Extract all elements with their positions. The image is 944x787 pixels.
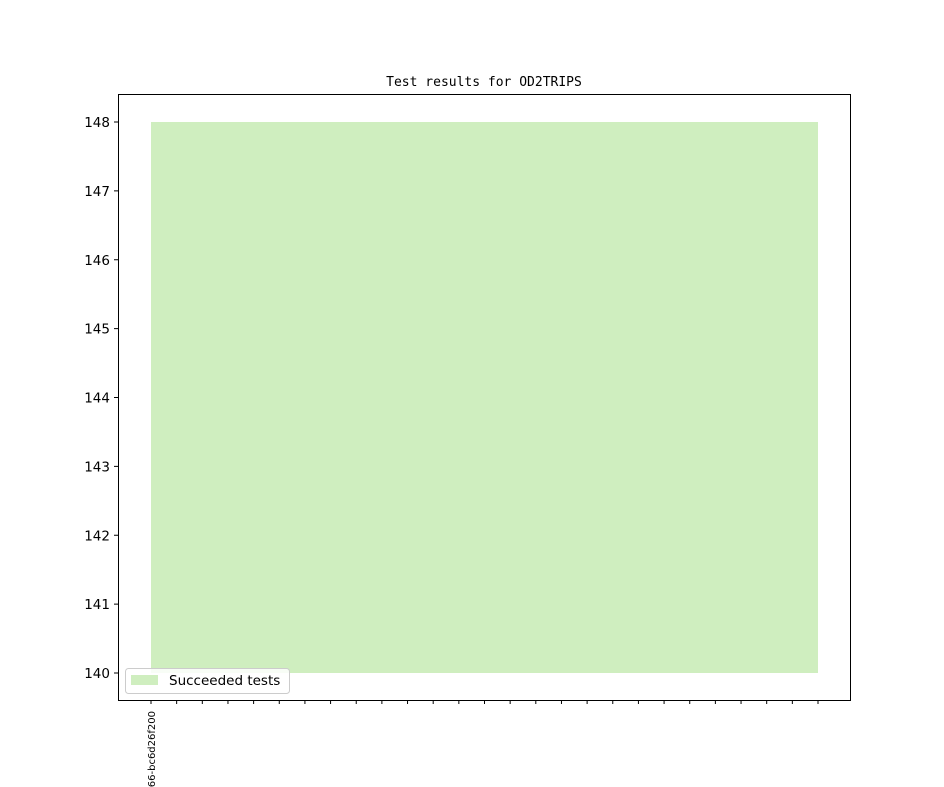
y-tick-label: 142 <box>84 528 110 544</box>
x-tick-label: 66-bc6d26f200 <box>147 711 158 787</box>
y-tick-label: 148 <box>84 115 110 131</box>
y-tick-label: 147 <box>84 184 110 200</box>
legend-swatch <box>131 675 158 685</box>
y-tick-label: 140 <box>84 666 110 682</box>
y-tick-label: 143 <box>84 459 110 475</box>
y-tick-label: 145 <box>84 322 110 338</box>
chart-title: Test results for OD2TRIPS <box>386 75 582 90</box>
legend: Succeeded tests <box>125 668 290 694</box>
y-tick-label: 146 <box>84 253 110 269</box>
legend-label: Succeeded tests <box>169 673 280 689</box>
y-tick-label: 144 <box>84 391 110 407</box>
y-tick-label: 141 <box>84 597 110 613</box>
succeeded-tests-area <box>151 122 818 673</box>
